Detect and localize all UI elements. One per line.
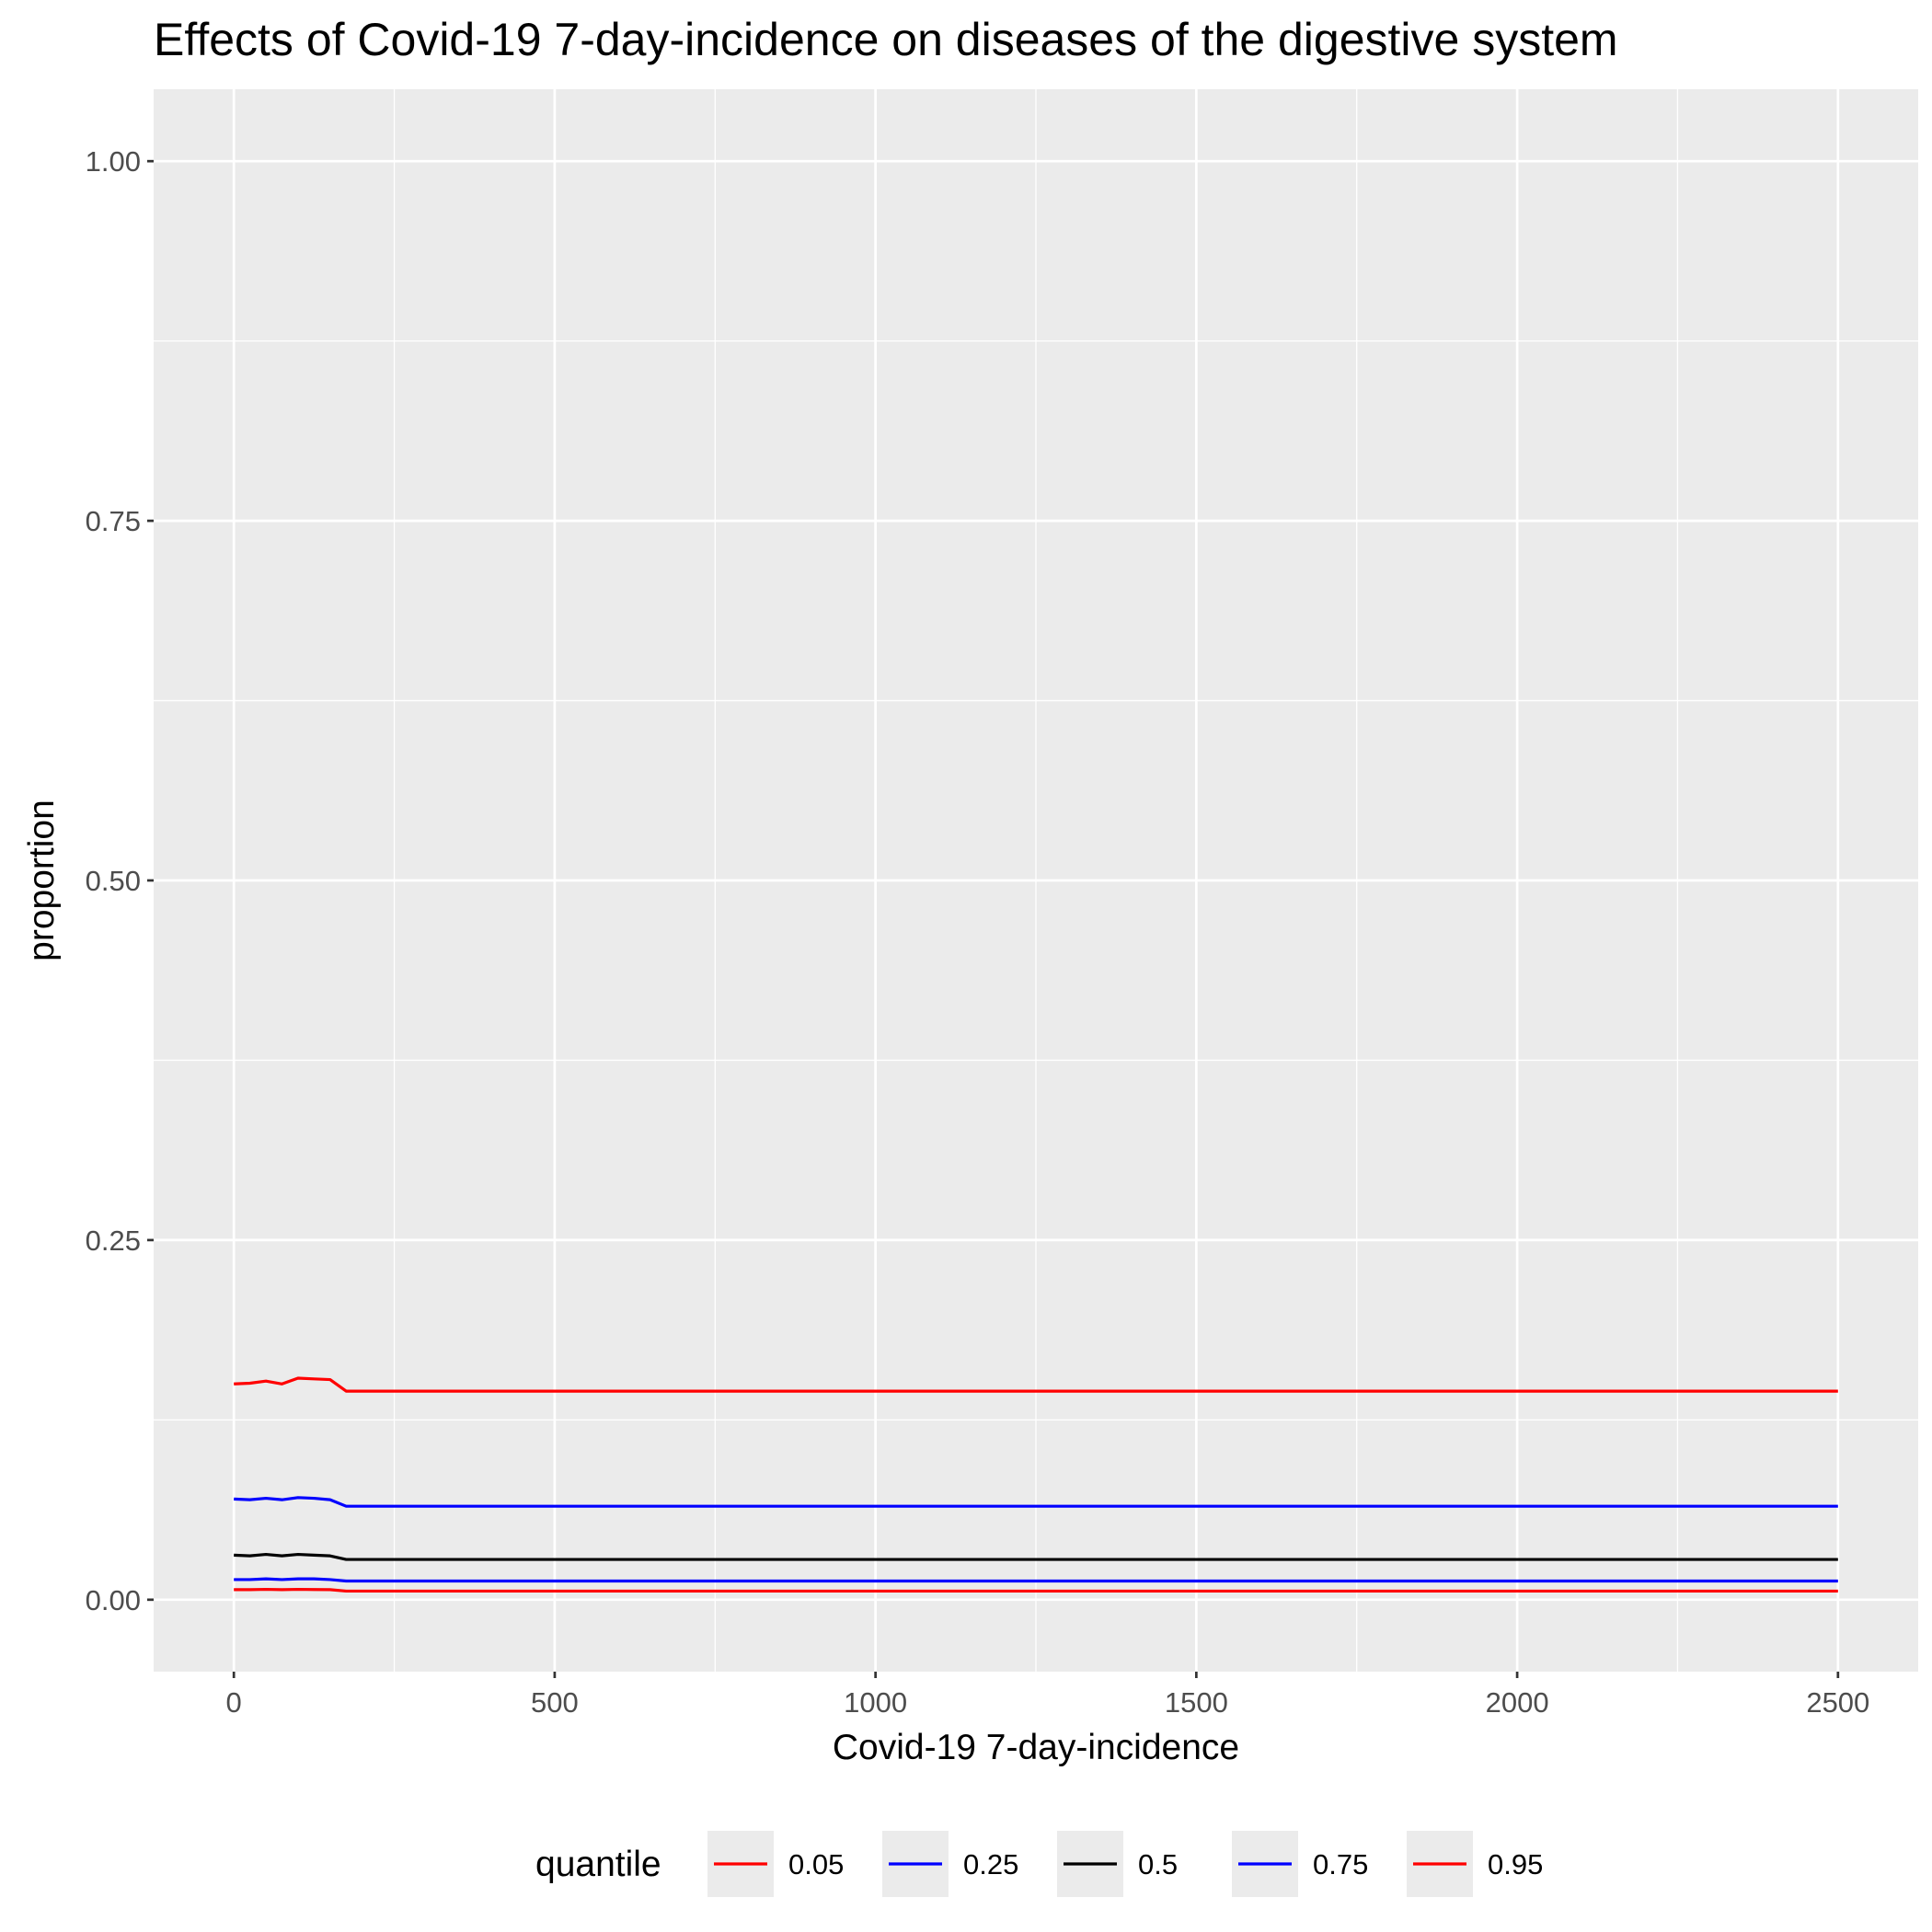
x-tick-label: 1000: [844, 1686, 907, 1719]
x-axis-title: Covid-19 7-day-incidence: [833, 1728, 1239, 1767]
y-axis-title: proportion: [22, 799, 62, 961]
y-tick-label: 0.25: [86, 1225, 141, 1257]
y-tick-label: 0.75: [86, 505, 141, 537]
y-axis: 0.00 0.25 0.50 0.75 1.00: [86, 145, 154, 1616]
legend-label: 0.75: [1313, 1848, 1368, 1880]
x-tick-label: 500: [531, 1686, 579, 1719]
legend: quantile 0.05 0.25 0.5 0.75 0.95: [535, 1831, 1543, 1897]
series-line-0-25: [234, 1577, 1838, 1583]
legend-label: 0.05: [788, 1848, 844, 1880]
x-tick-label: 2000: [1486, 1686, 1549, 1719]
y-tick-label: 0.50: [86, 865, 141, 897]
chart-title: Effects of Covid-19 7-day-incidence on d…: [154, 14, 1618, 65]
series-line-0-5: [234, 1552, 1838, 1561]
legend-label: 0.25: [963, 1848, 1018, 1880]
series-line-0-75: [234, 1496, 1838, 1508]
major-gridlines: [154, 89, 1918, 1672]
legend-label: 0.5: [1138, 1848, 1178, 1880]
x-tick-label: 1500: [1165, 1686, 1228, 1719]
series-lines: [234, 1376, 1838, 1593]
y-tick-label: 0.00: [86, 1584, 141, 1616]
series-line-0-95: [234, 1376, 1838, 1393]
x-axis: 0 500 1000 1500 2000 2500: [226, 1672, 1869, 1719]
x-tick-label: 0: [226, 1686, 242, 1719]
legend-label: 0.95: [1488, 1848, 1543, 1880]
x-tick-label: 2500: [1806, 1686, 1869, 1719]
y-tick-label: 1.00: [86, 145, 141, 178]
legend-title: quantile: [535, 1845, 661, 1884]
series-line-0-05: [234, 1587, 1838, 1593]
